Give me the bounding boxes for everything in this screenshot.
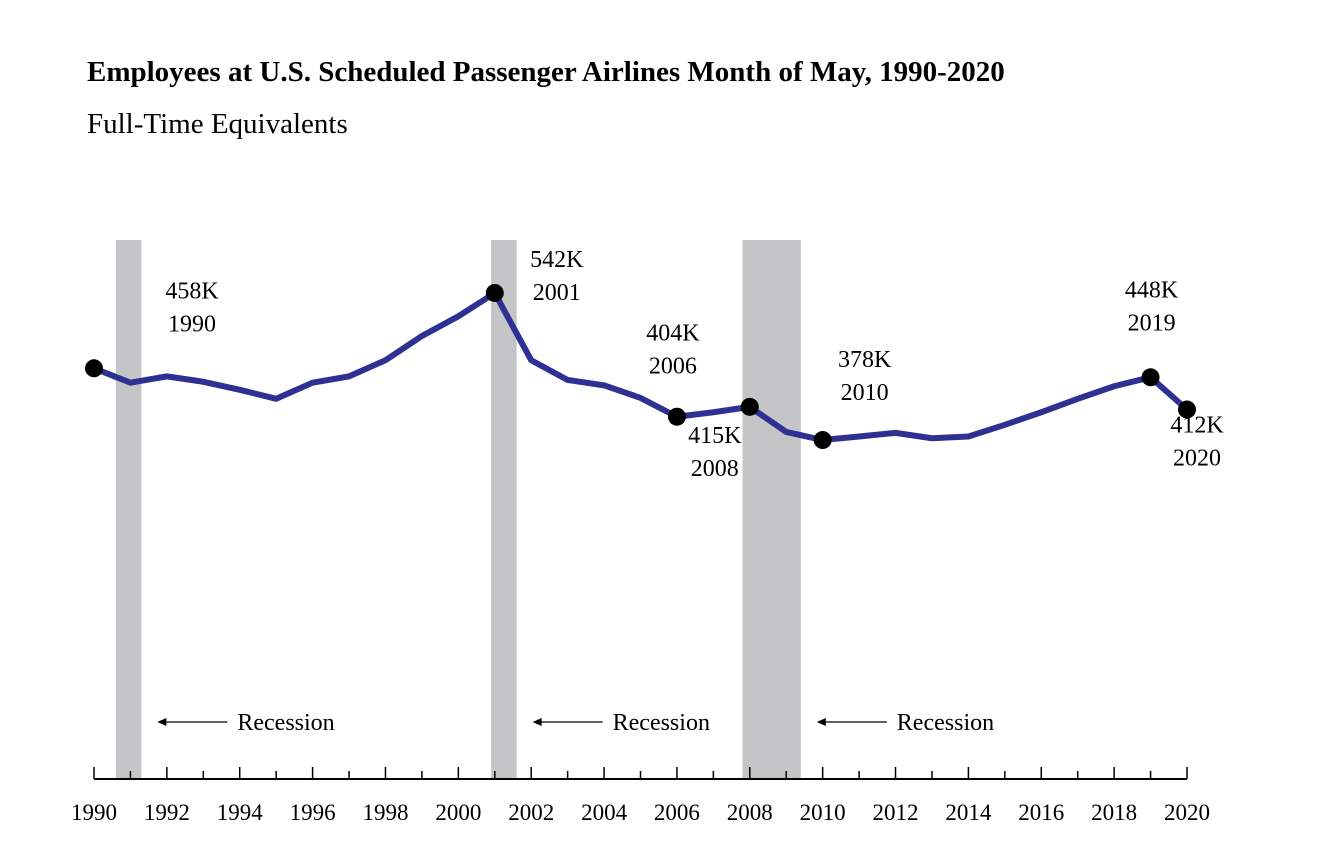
recession-label: Recession <box>897 710 994 736</box>
point-value-label: 404K <box>646 321 700 347</box>
x-tick-label: 2020 <box>1164 800 1210 825</box>
x-tick-label: 2018 <box>1091 800 1137 825</box>
point-year-label: 2010 <box>841 380 889 406</box>
recession-arrowhead <box>532 718 542 726</box>
recession-band <box>115 240 142 779</box>
point-year-label: 2001 <box>533 280 581 306</box>
chart-subtitle: Full-Time Equivalents <box>87 108 348 140</box>
x-tick-label: 1990 <box>71 800 117 825</box>
x-tick-label: 1996 <box>290 800 336 825</box>
highlight-point <box>485 283 504 302</box>
recession-arrowhead <box>816 718 826 726</box>
point-year-label: 2006 <box>649 354 697 380</box>
x-tick-label: 2002 <box>508 800 554 825</box>
recession-band <box>742 240 801 779</box>
chart-title: Employees at U.S. Scheduled Passenger Ai… <box>87 56 1005 88</box>
x-tick-label: 2016 <box>1018 800 1064 825</box>
x-tick-label: 2008 <box>727 800 773 825</box>
recession-label: Recession <box>613 710 710 736</box>
x-tick-label: 2006 <box>654 800 700 825</box>
point-year-label: 2020 <box>1173 446 1221 472</box>
highlight-point <box>85 359 103 378</box>
highlight-point <box>667 407 686 426</box>
point-value-label: 448K <box>1125 277 1179 303</box>
highlight-point <box>1141 368 1160 387</box>
x-tick-label: 2004 <box>581 800 628 825</box>
x-tick-label: 1998 <box>362 800 408 825</box>
x-tick-label: 2012 <box>873 800 919 825</box>
recession-label: Recession <box>237 710 334 736</box>
point-year-label: 1990 <box>168 311 216 337</box>
point-year-label: 2008 <box>691 456 739 482</box>
highlight-point <box>740 397 759 416</box>
x-tick-label: 2010 <box>800 800 846 825</box>
point-value-label: 458K <box>165 278 219 304</box>
point-year-label: 2019 <box>1128 310 1176 336</box>
point-value-label: 542K <box>530 247 584 273</box>
data-line <box>91 289 1190 444</box>
x-tick-label: 2014 <box>945 800 992 825</box>
highlight-point <box>1178 400 1196 419</box>
point-value-label: 412K <box>1170 413 1224 439</box>
point-value-label: 415K <box>688 423 742 449</box>
highlight-point <box>813 431 832 450</box>
x-tick-label: 1992 <box>144 800 190 825</box>
x-tick-label: 1994 <box>217 800 264 825</box>
recession-arrowhead <box>157 718 167 726</box>
x-tick-label: 2000 <box>435 800 481 825</box>
point-value-label: 378K <box>838 347 892 373</box>
